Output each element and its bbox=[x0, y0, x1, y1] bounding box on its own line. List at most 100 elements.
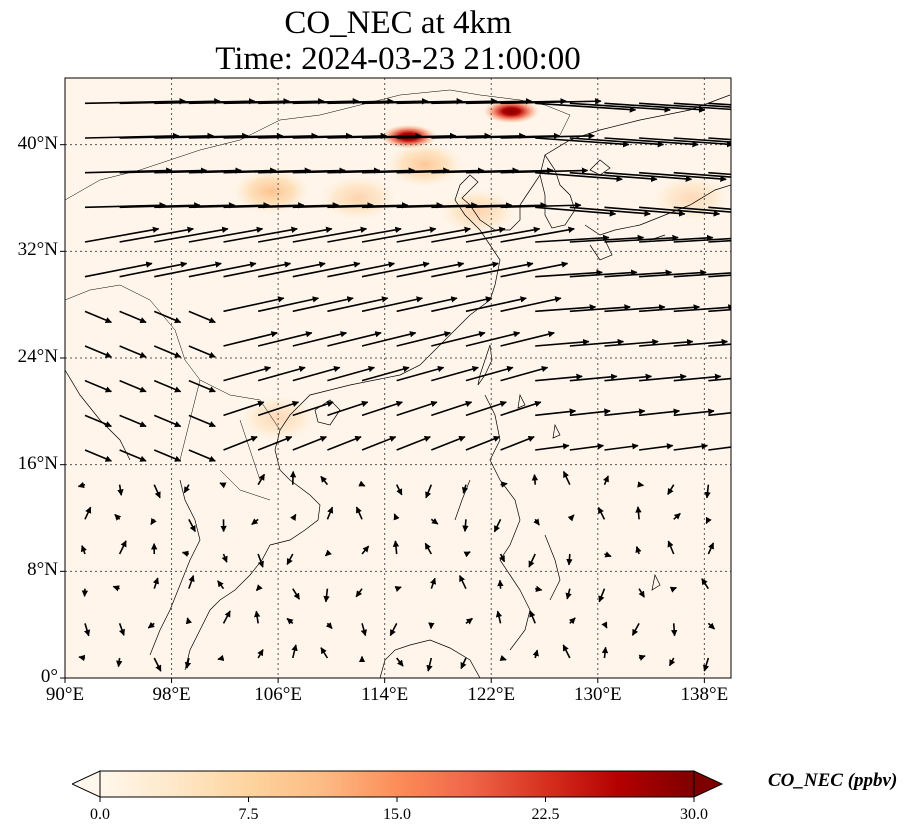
wind-arrow bbox=[708, 446, 731, 451]
wind-arrow bbox=[431, 296, 493, 313]
wind-arrow bbox=[461, 484, 469, 494]
map-plot bbox=[60, 77, 732, 683]
wind-arrow bbox=[604, 102, 706, 113]
wind-arrow bbox=[569, 443, 605, 451]
wind-arrow bbox=[426, 657, 433, 672]
wind-arrow bbox=[119, 345, 147, 358]
wind-arrow bbox=[154, 202, 236, 209]
wind-arrow bbox=[84, 132, 180, 140]
wind-arrow bbox=[257, 296, 320, 313]
wind-arrow bbox=[258, 167, 346, 174]
wind-arrow bbox=[569, 206, 651, 217]
wind-arrow bbox=[80, 545, 87, 555]
wind-arrow bbox=[153, 414, 182, 428]
wind-arrow bbox=[569, 269, 638, 278]
wind-arrow bbox=[431, 261, 499, 278]
wind-arrow bbox=[181, 550, 190, 557]
wind-arrow bbox=[188, 379, 216, 393]
hainan-coast bbox=[314, 399, 341, 426]
coastlines bbox=[65, 89, 731, 678]
wind-arrow bbox=[465, 400, 507, 417]
wind-arrow bbox=[188, 518, 196, 533]
wind-arrow bbox=[257, 553, 264, 568]
wind-arrow bbox=[702, 657, 710, 672]
wind-arrow bbox=[292, 400, 334, 417]
wind-arrow bbox=[668, 657, 676, 667]
wind-arrow bbox=[147, 621, 155, 629]
wind-arrow bbox=[604, 269, 673, 278]
wind-arrow bbox=[362, 167, 450, 174]
wind-arrow bbox=[639, 304, 701, 313]
wind-arrow bbox=[601, 646, 609, 659]
wind-arrow bbox=[292, 435, 327, 451]
wind-arrow bbox=[396, 400, 438, 417]
wind-arrow bbox=[562, 644, 571, 659]
wind-arrow bbox=[562, 470, 571, 486]
wind-arrow bbox=[604, 137, 699, 148]
wind-arrow bbox=[327, 167, 416, 174]
wind-arrow bbox=[221, 553, 228, 563]
wind-arrow bbox=[535, 304, 597, 313]
wind-arrow bbox=[361, 545, 370, 555]
wind-arrow bbox=[361, 365, 410, 382]
wind-arrow bbox=[223, 400, 265, 417]
wind-arrow bbox=[500, 167, 589, 174]
wind-arrow bbox=[708, 137, 731, 141]
wind-arrow bbox=[396, 657, 404, 667]
wind-arrow bbox=[500, 400, 542, 417]
wind-arrow bbox=[535, 171, 623, 183]
wind-arrow bbox=[604, 551, 612, 558]
wind-arrow bbox=[327, 365, 375, 382]
wind-arrow bbox=[257, 261, 326, 278]
wind-arrow bbox=[707, 542, 715, 555]
wind-arrow bbox=[638, 654, 646, 661]
wind-arrow bbox=[604, 338, 659, 347]
wind-arrow bbox=[396, 331, 451, 347]
wind-arrow bbox=[569, 234, 645, 243]
wind-arrow bbox=[598, 588, 606, 603]
wind-arrow bbox=[396, 202, 478, 209]
x-tick-label: 122°E bbox=[467, 684, 516, 705]
wind-arrow bbox=[292, 226, 368, 243]
co-hotspot bbox=[233, 169, 310, 214]
wind-arrow bbox=[673, 206, 731, 213]
wind-arrow bbox=[396, 261, 465, 278]
wind-arrow bbox=[153, 657, 162, 672]
wind-arrow bbox=[320, 647, 329, 659]
wind-arrow bbox=[673, 408, 715, 417]
wind-arrow bbox=[324, 549, 332, 557]
wind-arrow bbox=[223, 435, 258, 451]
wind-arrow bbox=[500, 296, 562, 313]
wind-arrow bbox=[84, 202, 166, 209]
wind-arrow bbox=[286, 553, 294, 566]
wind-arrow bbox=[326, 506, 334, 520]
wind-arrow bbox=[154, 167, 242, 174]
wind-arrow bbox=[431, 202, 513, 209]
wind-arrow bbox=[119, 226, 194, 243]
wind-arrow bbox=[360, 623, 367, 637]
chart-title-line2: Time: 2024-03-23 21:00:00 bbox=[215, 41, 581, 77]
wind-arrow bbox=[498, 553, 506, 563]
wind-arrow bbox=[462, 519, 469, 532]
wind-arrow bbox=[535, 269, 603, 278]
wind-arrow bbox=[639, 269, 707, 278]
wind-arrow bbox=[568, 617, 576, 625]
wind-arrow bbox=[431, 132, 526, 140]
wind-arrow bbox=[465, 617, 473, 625]
colorbar-high-extend bbox=[693, 770, 724, 798]
wind-arrow bbox=[639, 338, 694, 347]
chart-title-line1: CO_NEC at 4km bbox=[284, 5, 512, 41]
wind-arrow bbox=[701, 578, 710, 590]
wind-arrow bbox=[500, 481, 508, 488]
wind-arrow bbox=[257, 331, 313, 347]
wind-arrow bbox=[223, 226, 298, 243]
wind-arrow bbox=[465, 167, 554, 174]
wind-arrow bbox=[424, 542, 432, 555]
wind-arrow bbox=[119, 132, 214, 140]
wind-arrow bbox=[708, 377, 731, 382]
wind-arrow bbox=[292, 296, 354, 313]
wind-arrow bbox=[396, 167, 485, 174]
wind-arrow bbox=[292, 365, 341, 382]
wind-arrow bbox=[635, 545, 642, 555]
wind-arrow bbox=[708, 206, 731, 210]
